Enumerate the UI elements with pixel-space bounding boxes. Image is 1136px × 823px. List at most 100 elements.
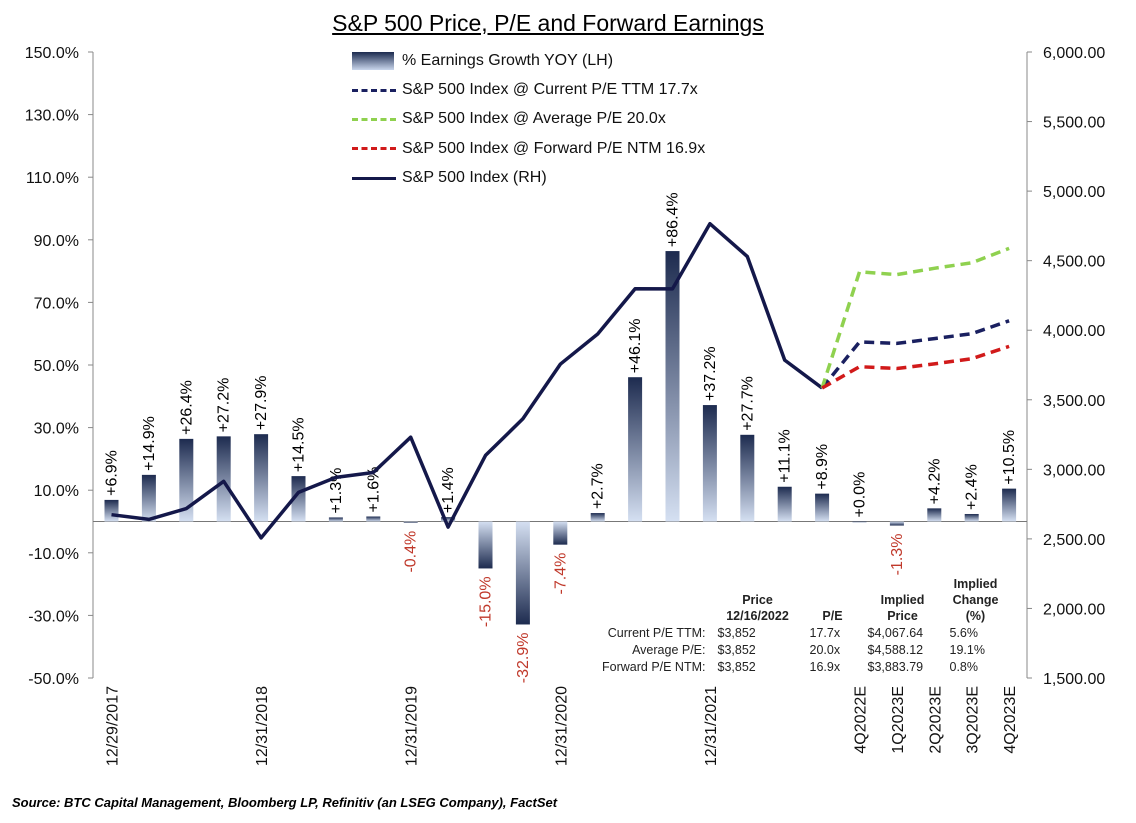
implied-change-cell: 5.6% [949, 625, 979, 640]
left-axis-tick-label: 90.0% [34, 233, 79, 250]
bar-data-label: +8.9% [814, 444, 831, 490]
earnings-bar [889, 521, 904, 526]
table-header: Implied Change (%) [952, 577, 999, 623]
earnings-bar [291, 476, 306, 522]
earnings-bar [927, 508, 942, 522]
x-axis-tick-label: 2Q2023E [927, 686, 944, 754]
bar-data-label: -15.0% [478, 576, 495, 627]
bar-data-label: +26.4% [178, 380, 195, 435]
earnings-bar [515, 521, 530, 625]
table-header: Implied Price [880, 593, 925, 623]
bar-data-label: +1.6% [365, 467, 382, 513]
bar-data-label: +86.4% [665, 192, 682, 247]
earnings-bar [254, 434, 269, 522]
earnings-bar [216, 436, 231, 522]
earnings-bar [702, 405, 717, 522]
legend-item-forward-pe: S&P 500 Index @ Forward P/E NTM 16.9x [352, 134, 705, 163]
left-axis-tick-label: 130.0% [25, 108, 79, 125]
bar-data-label: +1.4% [440, 467, 457, 513]
legend-item-earnings: % Earnings Growth YOY (LH) [352, 46, 705, 75]
legend-label: S&P 500 Index @ Average P/E 20.0x [402, 110, 666, 128]
earnings-bar [815, 493, 830, 522]
table-header-row: Price 12/16/2022 P/E Implied Price Impli… [596, 576, 1008, 624]
bar-data-label: +0.0% [852, 472, 869, 518]
table-header [596, 576, 712, 624]
bar-data-label: +6.9% [104, 450, 121, 496]
earnings-bar [141, 474, 156, 522]
earnings-bar [777, 486, 792, 522]
x-axis-tick-label: 3Q2023E [965, 686, 982, 754]
projection-line-0 [820, 319, 1010, 390]
earnings-bar [104, 499, 119, 522]
x-axis-tick-label: 12/31/2018 [254, 686, 271, 766]
bar-data-label: +37.2% [702, 346, 719, 401]
bar-data-label: -0.4% [403, 531, 420, 573]
x-axis-tick-label: 12/31/2021 [703, 686, 720, 766]
table-row: Current P/E TTM: $3,852 17.7x $4,067.64 … [596, 624, 1008, 641]
earnings-bar [553, 521, 568, 545]
x-axis-tick-label: 1Q2023E [890, 686, 907, 754]
legend-item-average-pe: S&P 500 Index @ Average P/E 20.0x [352, 105, 705, 134]
left-axis-tick-label: 110.0% [26, 170, 79, 187]
left-axis-tick-label: 50.0% [34, 358, 79, 375]
left-axis-tick-label: 10.0% [34, 483, 79, 500]
bar-data-label: -1.3% [889, 534, 906, 576]
earnings-bar [1002, 488, 1017, 522]
legend-item-sp500: S&P 500 Index (RH) [352, 164, 705, 193]
x-axis-tick-label: 12/31/2020 [553, 686, 570, 766]
legend: % Earnings Growth YOY (LH) S&P 500 Index… [352, 46, 705, 193]
right-axis-tick-label: 6,000.00 [1043, 45, 1105, 62]
left-axis-tick-label: 30.0% [34, 421, 79, 438]
price-cell: $3,852 [717, 642, 756, 657]
legend-label: S&P 500 Index @ Forward P/E NTM 16.9x [402, 139, 706, 157]
bar-data-label: +4.2% [926, 459, 943, 505]
right-axis-tick-label: 5,500.00 [1043, 115, 1105, 132]
projection-line-1 [820, 246, 1010, 389]
price-cell: $3,852 [717, 625, 756, 640]
chart-title: S&P 500 Price, P/E and Forward Earnings [332, 10, 764, 36]
legend-label: S&P 500 Index (RH) [402, 169, 547, 187]
earnings-bar [179, 438, 194, 522]
pe-cell: 17.7x [809, 625, 841, 640]
earnings-bar [590, 513, 605, 522]
sp500-index-line [111, 221, 824, 540]
right-axis-tick-label: 2,500.00 [1043, 532, 1105, 549]
legend-label: S&P 500 Index @ Current P/E TTM 17.7x [402, 81, 698, 99]
right-axis-tick-label: 4,500.00 [1043, 254, 1105, 271]
pe-cell: 20.0x [809, 642, 841, 657]
bar-data-label: +14.9% [141, 416, 158, 471]
bar-data-label: +27.2% [216, 378, 233, 433]
bar-data-label: +14.5% [291, 417, 308, 472]
left-axis-tick-label: 70.0% [34, 295, 79, 312]
projection-line-2 [821, 344, 1010, 390]
row-label: Forward P/E NTM: [602, 659, 706, 674]
x-axis-tick-label: 4Q2023E [1002, 686, 1019, 754]
right-axis-tick-label: 5,000.00 [1043, 184, 1105, 201]
legend-line-swatch [352, 176, 396, 180]
earnings-bar [852, 521, 867, 523]
earnings-bar [328, 517, 343, 522]
implied-change-cell: 19.1% [949, 642, 985, 657]
x-axis-tick-label: 12/31/2019 [404, 686, 421, 766]
legend-dash-swatch [352, 147, 396, 151]
price-cell: $3,852 [717, 659, 756, 674]
bar-data-label: +46.1% [627, 318, 644, 373]
left-axis-tick-label: -50.0% [28, 671, 79, 688]
bar-data-label: +1.3% [328, 468, 345, 514]
right-axis-tick-label: 3,000.00 [1043, 462, 1105, 479]
earnings-bar [403, 521, 418, 523]
legend-bar-swatch [352, 51, 394, 70]
row-label: Average P/E: [632, 642, 706, 657]
earnings-bar [740, 434, 755, 522]
x-axis-tick-label: 12/29/2017 [105, 686, 122, 766]
table-row: Forward P/E NTM: $3,852 16.9x $3,883.79 … [596, 658, 1008, 675]
bar-data-label: -32.9% [515, 632, 532, 683]
earnings-bar [628, 377, 643, 522]
row-label: Current P/E TTM: [607, 625, 706, 640]
earnings-bar [478, 521, 493, 569]
table-header: P/E [822, 609, 843, 623]
left-axis-tick-label: -30.0% [28, 608, 79, 625]
implied-price-cell: $4,588.12 [867, 642, 924, 657]
pe-cell: 16.9x [809, 659, 841, 674]
